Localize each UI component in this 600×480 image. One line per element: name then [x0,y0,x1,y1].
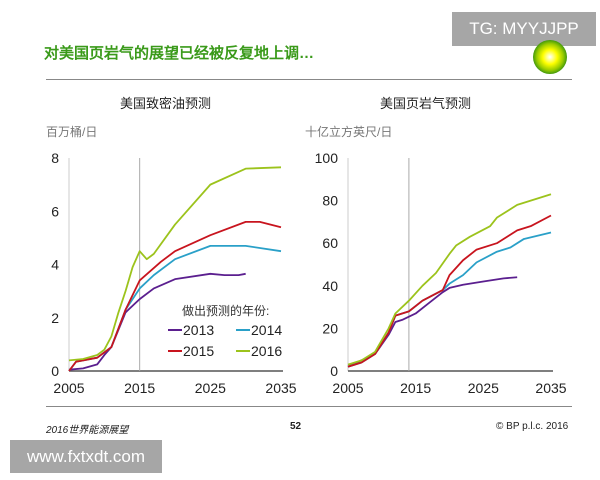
footer-copyright: © BP p.l.c. 2016 [496,421,569,432]
chart1-ylabel: 百万桶/日 [46,125,98,139]
series-line-2013 [68,272,246,371]
bottom-divider [46,406,572,407]
series-line-2016 [347,193,552,366]
series-line-2015 [68,220,282,372]
x-tick-label: 2025 [195,380,226,396]
y-tick-label: 0 [330,363,338,379]
footer-left: 2016世界能源展望 [46,425,129,436]
y-tick-label: 100 [315,150,339,166]
x-tick-label: 2015 [124,380,155,396]
legend-label-2013: 2013 [183,322,214,338]
legend-label-2014: 2014 [251,322,282,338]
series-line-2015 [347,214,552,368]
chart2-ylabel: 十亿立方英尺/日 [305,125,393,139]
y-tick-label: 2 [51,310,59,326]
y-tick-label: 6 [51,203,59,219]
y-tick-label: 80 [322,193,338,209]
series-line-2013 [347,276,518,368]
series-line-2016 [68,166,282,362]
y-tick-label: 60 [322,235,338,251]
x-tick-label: 2005 [332,380,363,396]
y-tick-label: 4 [51,257,59,273]
watermark-bottom: www.fxtxdt.com [10,440,162,473]
top-divider [46,79,572,80]
legend-title: 做出预测的年份: [182,304,270,318]
x-tick-label: 2035 [535,380,566,396]
watermark-top: TG: MYYJJPP [452,12,596,46]
legend-label-2015: 2015 [183,343,214,359]
y-tick-label: 40 [322,278,338,294]
x-tick-label: 2035 [265,380,296,396]
chart2-title: 美国页岩气预测 [380,96,472,111]
chart1-title: 美国致密油预测 [120,96,212,111]
x-tick-label: 2025 [468,380,499,396]
x-tick-label: 2015 [400,380,431,396]
legend-label-2016: 2016 [251,343,282,359]
page-number: 52 [290,421,302,432]
y-tick-label: 20 [322,320,338,336]
y-tick-label: 0 [51,363,59,379]
bp-logo-icon [533,40,567,74]
slide-title: 对美国页岩气的展望已经被反复地上调… [44,45,315,62]
x-tick-label: 2005 [53,380,84,396]
y-tick-label: 8 [51,150,59,166]
